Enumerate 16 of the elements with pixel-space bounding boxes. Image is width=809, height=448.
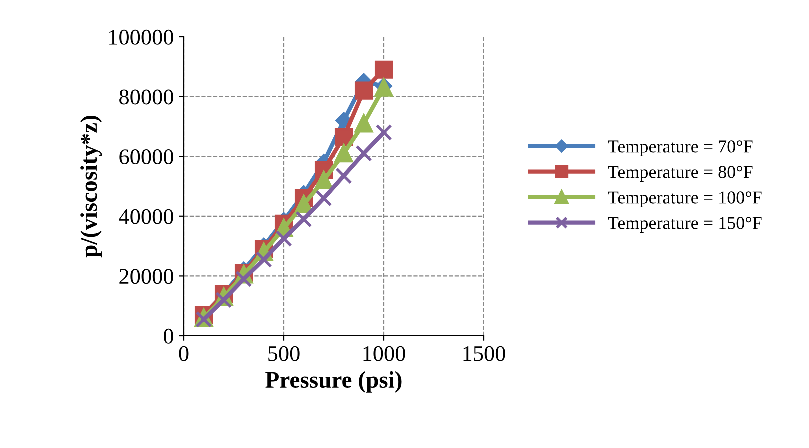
- y-tick-label: 80000: [120, 90, 174, 105]
- y-tick-label: 0: [164, 328, 174, 344]
- y-tick-label: 40000: [119, 209, 174, 224]
- x-tick-label: 500: [268, 346, 300, 362]
- legend-label: Temperature = 100°F: [608, 192, 762, 208]
- x-axis-title: Pressure (psi): [266, 371, 402, 393]
- legend-label: Temperature = 80°F: [608, 166, 753, 182]
- y-tick-label: 60000: [120, 150, 174, 165]
- x-tick-label: 1000: [364, 346, 406, 362]
- legend-label: Temperature = 70°F: [608, 140, 753, 156]
- legend-label: Temperature = 150°F: [608, 217, 762, 234]
- y-axis-title: p/(viscosity*z): [80, 116, 102, 258]
- y-tick-label: 100000: [110, 30, 174, 45]
- x-tick-label: 1500: [464, 346, 506, 362]
- y-tick-label: 20000: [120, 269, 174, 284]
- x-tick-label: 0: [179, 346, 189, 362]
